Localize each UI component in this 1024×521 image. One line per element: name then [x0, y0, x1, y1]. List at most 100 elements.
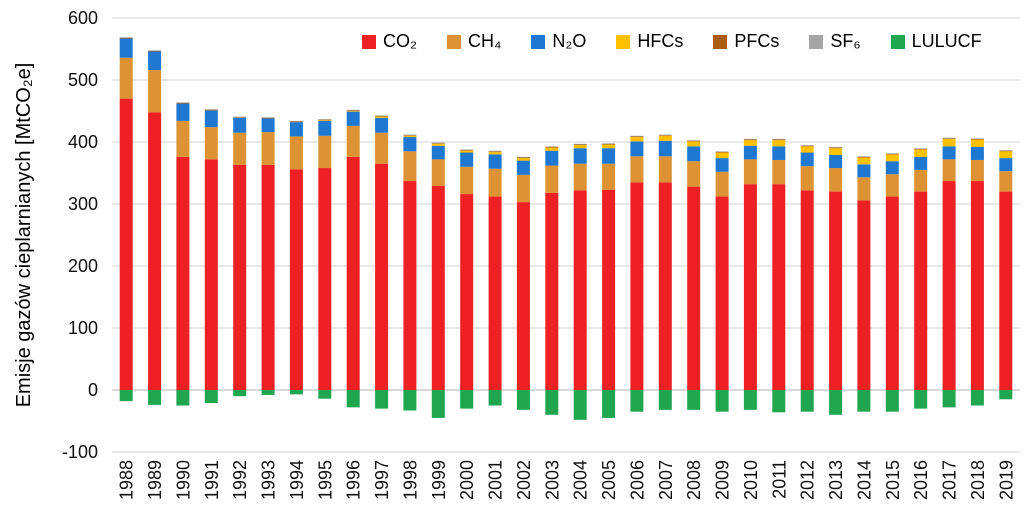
- bar-ch4-2015: [885, 174, 899, 197]
- bar-co2-1990: [176, 156, 190, 390]
- bar-hfcs-2008: [687, 141, 701, 147]
- bar-sf6-1998: [403, 134, 417, 136]
- bar-ch4-2010: [743, 159, 757, 185]
- bar-n2o-2003: [545, 150, 559, 166]
- bar-n2o-2001: [488, 154, 502, 169]
- bar-n2o-1994: [289, 122, 303, 137]
- bar-hfcs-2003: [545, 147, 559, 151]
- bar-sf6-2006: [630, 135, 644, 137]
- bar-pfcs-2004: [573, 144, 587, 146]
- bar-n2o-1990: [176, 103, 190, 121]
- bar-pfcs-2011: [772, 139, 786, 141]
- bar-lulucf-2017: [942, 390, 956, 408]
- x-tick-label-1996: 1996: [344, 460, 364, 500]
- x-tick-label-1989: 1989: [145, 460, 165, 500]
- bar-pfcs-2010: [743, 139, 757, 141]
- bar-pfcs-2003: [545, 146, 559, 148]
- bar-n2o-2019: [999, 158, 1013, 172]
- bar-lulucf-1997: [375, 390, 389, 409]
- bar-co2-2006: [630, 182, 644, 390]
- x-tick-label-1999: 1999: [429, 460, 449, 500]
- legend-swatch-lulucf: [890, 34, 905, 49]
- x-tick-label-2017: 2017: [940, 460, 960, 500]
- bar-lulucf-2019: [999, 390, 1013, 400]
- bar-sf6-2014: [857, 156, 871, 157]
- x-tick-label-2018: 2018: [968, 460, 988, 500]
- x-tick-label-2009: 2009: [713, 460, 733, 500]
- bar-ch4-1991: [204, 127, 218, 160]
- x-tick-label-1990: 1990: [173, 460, 193, 500]
- x-tick-label-1998: 1998: [400, 460, 420, 500]
- x-tick-label-2007: 2007: [656, 460, 676, 500]
- x-tick-label-1991: 1991: [202, 460, 222, 500]
- y-tick-label--100: -100: [62, 442, 98, 462]
- bar-lulucf-1994: [289, 390, 303, 395]
- x-tick-label-2001: 2001: [486, 460, 506, 500]
- bar-sf6-1994: [289, 120, 303, 122]
- bar-sf6-2002: [516, 156, 530, 158]
- bar-lulucf-1998: [403, 390, 417, 411]
- bar-co2-1994: [289, 169, 303, 390]
- bar-lulucf-1995: [318, 390, 332, 399]
- bar-n2o-1997: [375, 117, 389, 133]
- bar-n2o-2009: [715, 158, 729, 172]
- bar-sf6-2011: [772, 138, 786, 140]
- x-tick-label-2006: 2006: [627, 460, 647, 500]
- bar-pfcs-2016: [914, 148, 928, 150]
- bar-pfcs-2018: [970, 138, 984, 140]
- bar-sf6-2008: [687, 140, 701, 141]
- bar-co2-1995: [318, 168, 332, 390]
- bar-co2-2011: [772, 184, 786, 390]
- y-tick-label-100: 100: [68, 318, 98, 338]
- bar-pfcs-2001: [488, 151, 502, 152]
- bar-lulucf-2008: [687, 390, 701, 410]
- bar-sf6-1991: [204, 109, 218, 110]
- bar-co2-2019: [999, 191, 1013, 390]
- bar-sf6-2019: [999, 150, 1013, 151]
- bar-ch4-2019: [999, 171, 1013, 192]
- bar-ch4-1988: [119, 57, 133, 99]
- bar-sf6-2017: [942, 137, 956, 139]
- bar-co2-2007: [658, 182, 672, 390]
- bar-hfcs-2006: [630, 137, 644, 142]
- bar-lulucf-2006: [630, 390, 644, 412]
- x-tick-label-2004: 2004: [571, 460, 591, 500]
- x-tick-label-2013: 2013: [826, 460, 846, 500]
- bar-co2-1992: [233, 164, 247, 390]
- x-tick-label-1992: 1992: [230, 460, 250, 500]
- x-tick-label-2000: 2000: [457, 460, 477, 500]
- bar-n2o-2004: [573, 148, 587, 164]
- bar-n2o-1989: [148, 51, 162, 71]
- bar-hfcs-2016: [914, 149, 928, 157]
- bar-hfcs-1998: [403, 135, 417, 138]
- bar-n2o-1988: [119, 38, 133, 58]
- bar-ch4-1996: [346, 125, 360, 157]
- bar-hfcs-2001: [488, 151, 502, 155]
- bar-ch4-1998: [403, 151, 417, 182]
- legend-swatch-hfcs: [616, 34, 631, 49]
- bar-sf6-2016: [914, 148, 928, 149]
- bar-ch4-2018: [970, 159, 984, 182]
- bar-co2-2014: [857, 200, 871, 390]
- bar-pfcs-1994: [289, 121, 303, 123]
- bar-ch4-2004: [573, 163, 587, 191]
- bar-pfcs-2017: [942, 138, 956, 139]
- bar-lulucf-1989: [148, 390, 162, 405]
- bar-ch4-2016: [914, 169, 928, 192]
- bar-ch4-2014: [857, 177, 871, 201]
- bar-ch4-1992: [233, 132, 247, 165]
- bar-ch4-1999: [431, 159, 445, 187]
- bar-ch4-1990: [176, 120, 190, 157]
- bar-sf6-1997: [375, 115, 389, 116]
- bar-pfcs-1993: [261, 117, 275, 119]
- bar-n2o-1996: [346, 111, 360, 126]
- legend-item-hfcs: HFCs: [616, 31, 683, 52]
- bar-pfcs-1991: [204, 109, 218, 111]
- bar-n2o-2013: [829, 155, 843, 169]
- bar-pfcs-2013: [829, 147, 843, 149]
- bar-sf6-2001: [488, 150, 502, 152]
- x-tick-label-2019: 2019: [996, 460, 1016, 500]
- bar-ch4-2017: [942, 159, 956, 182]
- bar-ch4-1995: [318, 135, 332, 169]
- x-tick-label-2002: 2002: [514, 460, 534, 500]
